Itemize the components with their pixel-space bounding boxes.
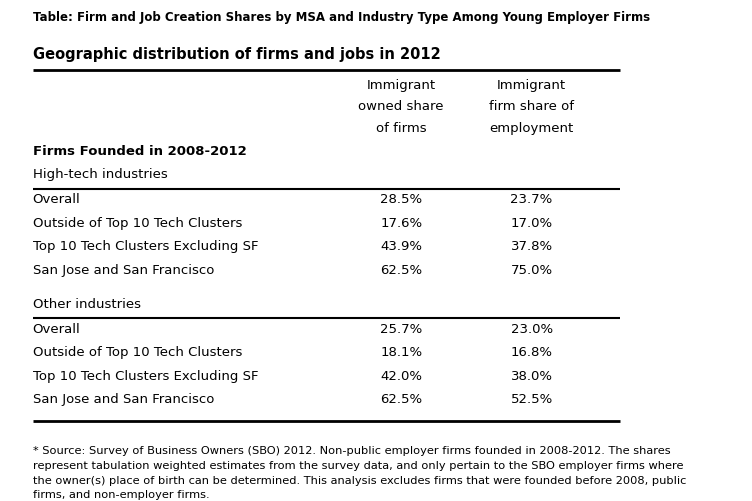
Text: Geographic distribution of firms and jobs in 2012: Geographic distribution of firms and job…: [32, 47, 441, 62]
Text: 42.0%: 42.0%: [381, 370, 422, 383]
Text: 16.8%: 16.8%: [511, 346, 553, 359]
Text: 43.9%: 43.9%: [381, 240, 422, 253]
Text: 62.5%: 62.5%: [380, 264, 422, 277]
Text: 17.6%: 17.6%: [380, 216, 422, 229]
Text: Outside of Top 10 Tech Clusters: Outside of Top 10 Tech Clusters: [32, 346, 242, 359]
Text: Immigrant: Immigrant: [497, 79, 566, 92]
Text: Firms Founded in 2008-2012: Firms Founded in 2008-2012: [32, 145, 247, 158]
Text: Top 10 Tech Clusters Excluding SF: Top 10 Tech Clusters Excluding SF: [32, 240, 258, 253]
Text: 52.5%: 52.5%: [511, 393, 553, 406]
Text: Top 10 Tech Clusters Excluding SF: Top 10 Tech Clusters Excluding SF: [32, 370, 258, 383]
Text: of firms: of firms: [376, 122, 426, 135]
Text: High-tech industries: High-tech industries: [32, 168, 168, 181]
Text: firm share of: firm share of: [489, 101, 574, 113]
Text: San Jose and San Francisco: San Jose and San Francisco: [32, 264, 214, 277]
Text: 75.0%: 75.0%: [511, 264, 553, 277]
Text: employment: employment: [490, 122, 574, 135]
Text: 37.8%: 37.8%: [511, 240, 553, 253]
Text: 23.0%: 23.0%: [511, 323, 553, 336]
Text: 17.0%: 17.0%: [511, 216, 553, 229]
Text: San Jose and San Francisco: San Jose and San Francisco: [32, 393, 214, 406]
Text: Immigrant: Immigrant: [366, 79, 435, 92]
Text: * Source: Survey of Business Owners (SBO) 2012. Non-public employer firms founde: * Source: Survey of Business Owners (SBO…: [32, 446, 686, 500]
Text: Other industries: Other industries: [32, 298, 141, 311]
Text: owned share: owned share: [359, 101, 444, 113]
Text: 25.7%: 25.7%: [380, 323, 423, 336]
Text: 38.0%: 38.0%: [511, 370, 553, 383]
Text: 28.5%: 28.5%: [380, 193, 422, 206]
Text: 18.1%: 18.1%: [380, 346, 422, 359]
Text: Table: Firm and Job Creation Shares by MSA and Industry Type Among Young Employe: Table: Firm and Job Creation Shares by M…: [32, 11, 650, 24]
Text: 62.5%: 62.5%: [380, 393, 422, 406]
Text: Overall: Overall: [32, 193, 80, 206]
Text: Overall: Overall: [32, 323, 80, 336]
Text: 23.7%: 23.7%: [511, 193, 553, 206]
Text: Outside of Top 10 Tech Clusters: Outside of Top 10 Tech Clusters: [32, 216, 242, 229]
